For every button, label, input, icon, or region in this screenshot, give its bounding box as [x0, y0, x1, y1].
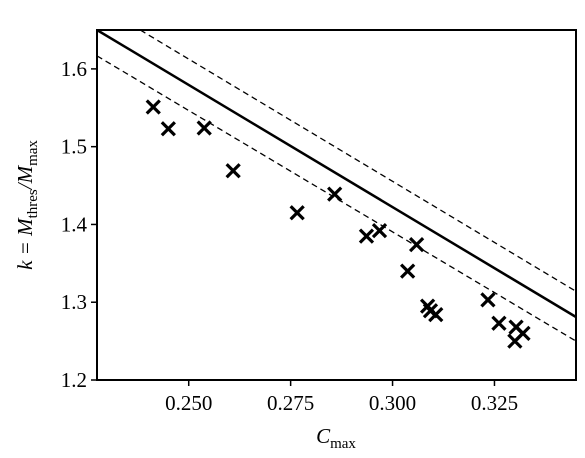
x-tick-label: 0.325: [471, 391, 518, 415]
x-tick-label: 0.300: [369, 391, 416, 415]
reference-line: [139, 30, 576, 292]
point: [289, 205, 305, 221]
point: [225, 163, 241, 179]
y-tick-label: 1.2: [61, 368, 87, 392]
x-axis-label: Cmax: [316, 424, 356, 452]
point: [480, 292, 496, 308]
label-text: k = M: [13, 217, 37, 270]
subscript: max: [330, 436, 356, 452]
reference-line: [97, 55, 576, 342]
point: [358, 228, 375, 244]
label-text: C: [316, 424, 331, 448]
point: [428, 307, 444, 323]
point: [491, 315, 507, 331]
reference-line: [97, 30, 576, 319]
y-tick-label: 1.4: [61, 212, 88, 236]
x-tick-label: 0.275: [267, 391, 314, 415]
y-tick-label: 1.3: [61, 290, 87, 314]
subscript: thres: [25, 189, 41, 218]
y-tick-label: 1.5: [61, 135, 87, 159]
label-text: /M: [13, 164, 37, 190]
point: [160, 121, 176, 137]
subscript: max: [25, 140, 41, 166]
point: [145, 99, 161, 115]
point: [400, 263, 416, 279]
y-tick-label: 1.6: [61, 57, 87, 81]
point: [408, 237, 425, 253]
point: [371, 223, 388, 239]
point: [515, 325, 531, 341]
plot-frame: [96, 29, 577, 381]
point: [196, 120, 212, 136]
y-axis-label: k = Mthres/Mmax: [13, 140, 41, 270]
x-tick-label: 0.250: [165, 391, 212, 415]
point: [327, 186, 343, 202]
